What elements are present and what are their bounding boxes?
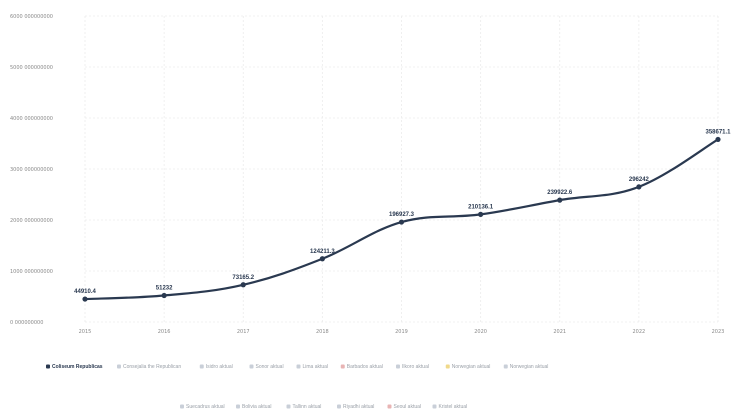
legend-label: Norwegian aktual xyxy=(452,364,491,370)
legend-label: Bolivia aktual xyxy=(242,404,271,410)
y-tick-label: 2000 000000000 xyxy=(10,218,53,224)
data-point[interactable] xyxy=(636,184,642,190)
legend-item[interactable]: Tallinn aktual xyxy=(286,404,322,410)
legend-label: Kristel aktual xyxy=(439,404,468,410)
data-label: 51232 xyxy=(156,285,173,291)
x-tick-label: 2017 xyxy=(237,329,250,335)
legend-item[interactable]: Suecadrus aktual xyxy=(180,404,225,410)
data-point[interactable] xyxy=(557,197,563,203)
data-point[interactable] xyxy=(319,256,325,262)
legend-swatch xyxy=(236,404,240,409)
x-tick-label: 2018 xyxy=(316,329,329,335)
legend: Coliseum Republicas Consejalia the Republ… xyxy=(46,364,548,410)
legend-label: Isidro aktual xyxy=(206,364,233,370)
legend-label: Riyadhi aktual xyxy=(343,404,374,410)
y-tick-label: 5000 000000000 xyxy=(10,65,53,71)
x-tick-label: 2016 xyxy=(158,329,171,335)
data-point[interactable] xyxy=(715,136,721,143)
legend-swatch xyxy=(46,364,50,369)
x-axis: 2015 2016 2017 2018 2019 2020 2021 2022 2023 xyxy=(79,329,725,335)
legend-label: Ilkoro aktual xyxy=(402,364,429,370)
legend-swatch xyxy=(180,404,184,409)
legend-label: Sonor aktual xyxy=(256,364,284,370)
legend-label: Seoul aktual xyxy=(394,404,422,410)
legend-item[interactable]: Norwegian aktual xyxy=(445,364,491,370)
data-point[interactable] xyxy=(161,292,167,299)
data-label: 196927.3 xyxy=(389,212,415,218)
x-tick-label: 2022 xyxy=(633,329,646,335)
legend-swatch xyxy=(296,364,301,369)
legend-swatch xyxy=(396,364,400,369)
legend-swatch xyxy=(340,364,345,369)
data-label: 296242 xyxy=(629,177,650,183)
legend-item[interactable]: Lima aktual xyxy=(296,364,329,370)
x-tick-label: 2023 xyxy=(712,329,725,335)
legend-item[interactable]: Barbados aktual xyxy=(340,364,383,370)
x-tick-label: 2019 xyxy=(395,329,408,335)
legend-swatch xyxy=(432,404,437,409)
legend-swatch xyxy=(445,364,450,369)
data-label: 239922.6 xyxy=(547,190,573,196)
legend-item[interactable]: Ilkoro aktual xyxy=(396,364,429,370)
legend-label: Coliseum Republicas xyxy=(52,364,103,370)
legend-swatch xyxy=(503,364,508,369)
legend-label: Tallinn aktual xyxy=(293,404,322,410)
data-label: 44910.4 xyxy=(74,289,96,295)
y-tick-label: 1000 000000000 xyxy=(10,269,53,275)
legend-item[interactable]: Kristel aktual xyxy=(432,404,468,410)
x-tick-label: 2020 xyxy=(474,329,487,335)
data-point[interactable] xyxy=(398,219,405,225)
legend-swatch xyxy=(117,364,121,369)
y-axis: 0 000000000 1000 000000000 2000 000000000 3… xyxy=(10,14,53,326)
legend-item[interactable]: Riyadhi aktual xyxy=(337,404,374,410)
x-tick-label: 2021 xyxy=(553,329,566,335)
x-tick-label: 2015 xyxy=(79,329,92,335)
legend-item[interactable]: Bolivia aktual xyxy=(236,404,271,410)
data-label: 210136.1 xyxy=(468,204,494,210)
data-point[interactable] xyxy=(82,296,88,302)
legend-item[interactable]: Norwegian aktual xyxy=(503,364,549,370)
legend-item[interactable]: Coliseum Republicas xyxy=(46,364,103,370)
y-tick-label: 6000 000000000 xyxy=(10,14,53,20)
series-line xyxy=(84,138,719,301)
data-label: 124211.3 xyxy=(310,249,335,255)
data-point[interactable] xyxy=(478,211,484,217)
legend-label: Lima aktual xyxy=(303,364,329,370)
legend-label: Barbados aktual xyxy=(347,364,383,370)
data-label: 358671.1 xyxy=(705,129,731,135)
y-tick-label: 4000 000000000 xyxy=(10,116,53,122)
legend-label: Norwegian aktual xyxy=(510,364,549,370)
legend-swatch xyxy=(337,404,341,409)
legend-swatch xyxy=(286,404,291,409)
legend-label: Consejalia the Republican xyxy=(123,364,181,370)
y-tick-label: 3000 000000000 xyxy=(10,167,53,173)
y-tick-label: 0 000000000 xyxy=(10,320,43,326)
legend-item[interactable]: Consejalia the Republican xyxy=(117,364,181,370)
legend-item[interactable]: Seoul aktual xyxy=(387,404,422,410)
legend-swatch xyxy=(249,364,254,369)
data-point[interactable] xyxy=(240,282,246,288)
legend-item[interactable]: Sonor aktual xyxy=(249,364,284,370)
legend-item[interactable]: Isidro aktual xyxy=(199,364,233,370)
series-layer: 44910.4 51232 73165.2 124211.3 196927.3 21013… xyxy=(74,129,731,302)
grid xyxy=(84,15,719,323)
legend-label: Suecadrus aktual xyxy=(186,404,225,410)
legend-swatch xyxy=(387,404,392,409)
legend-swatch xyxy=(199,364,204,369)
data-label: 73165.2 xyxy=(232,275,254,281)
